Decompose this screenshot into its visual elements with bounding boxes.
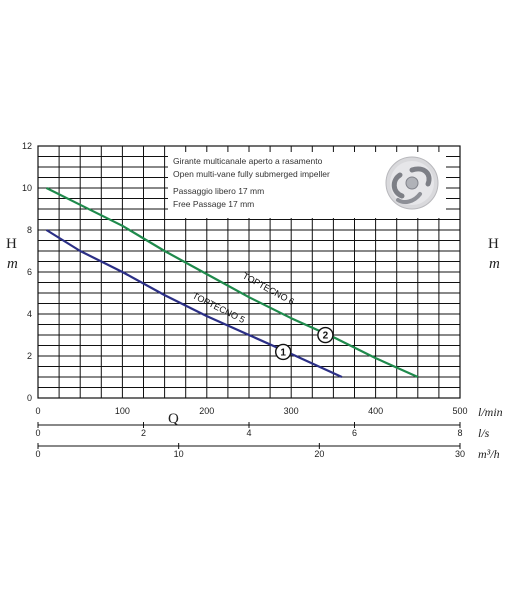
y-tick-label: 6 xyxy=(27,267,32,277)
y-tick-label: 4 xyxy=(27,309,32,319)
secondary-tick-label: 2 xyxy=(141,428,146,438)
x-tick-label: 300 xyxy=(284,406,299,416)
secondary-tick-label: 0 xyxy=(35,449,40,459)
y-tick-label: 2 xyxy=(27,351,32,361)
secondary-tick-label: 20 xyxy=(314,449,324,459)
m3h-ticks: 0 10 20 30 xyxy=(35,443,465,459)
y-axis-label-right-h: H xyxy=(488,236,499,252)
y-axis-label-left-h: H xyxy=(6,236,17,252)
x-tick-label: 0 xyxy=(35,406,40,416)
secondary-tick-label: 10 xyxy=(174,449,184,459)
x-tick-label: 400 xyxy=(368,406,383,416)
series-badge-circle xyxy=(275,343,292,361)
secondary-tick-label: 4 xyxy=(246,428,251,438)
x-tick-labels: 0 100 200 300 400 500 xyxy=(35,406,467,416)
l-s-ticks: 0 2 4 6 8 xyxy=(35,422,463,438)
y-tick-label: 8 xyxy=(27,225,32,235)
secondary-tick-label: 6 xyxy=(352,428,357,438)
unit-l-min: l/min xyxy=(478,405,503,419)
info-line-4: Free Passage 17 mm xyxy=(173,199,254,209)
y-axis-label-left-m: m xyxy=(7,256,18,272)
secondary-tick-label: 30 xyxy=(455,449,465,459)
x-tick-label: 200 xyxy=(199,406,214,416)
info-line-1: Girante multicanale aperto a rasamento xyxy=(173,156,323,166)
y-tick-label: 12 xyxy=(22,141,32,151)
series-line-2 xyxy=(45,187,419,379)
unit-m3-h: m³/h xyxy=(478,447,500,461)
series-badge-circle xyxy=(317,326,334,344)
y-axis-label-right-m: m xyxy=(489,256,500,272)
unit-l-s: l/s xyxy=(478,426,490,440)
x-axis-label: Q xyxy=(168,411,179,427)
y-tick-labels: 0 2 4 6 8 10 12 xyxy=(22,141,32,403)
y-tick-label: 0 xyxy=(27,393,32,403)
secondary-tick-label: 8 xyxy=(457,428,462,438)
series-badge-label: 1 xyxy=(280,347,286,358)
info-line-2: Open multi-vane fully submerged impeller xyxy=(173,169,330,179)
info-line-3: Passaggio libero 17 mm xyxy=(173,186,264,196)
series-badge-label: 2 xyxy=(323,331,329,342)
secondary-tick-label: 0 xyxy=(35,428,40,438)
impeller-icon xyxy=(385,156,439,210)
x-tick-label: 100 xyxy=(115,406,130,416)
x-tick-label: 500 xyxy=(452,406,467,416)
y-tick-label: 10 xyxy=(22,183,32,193)
